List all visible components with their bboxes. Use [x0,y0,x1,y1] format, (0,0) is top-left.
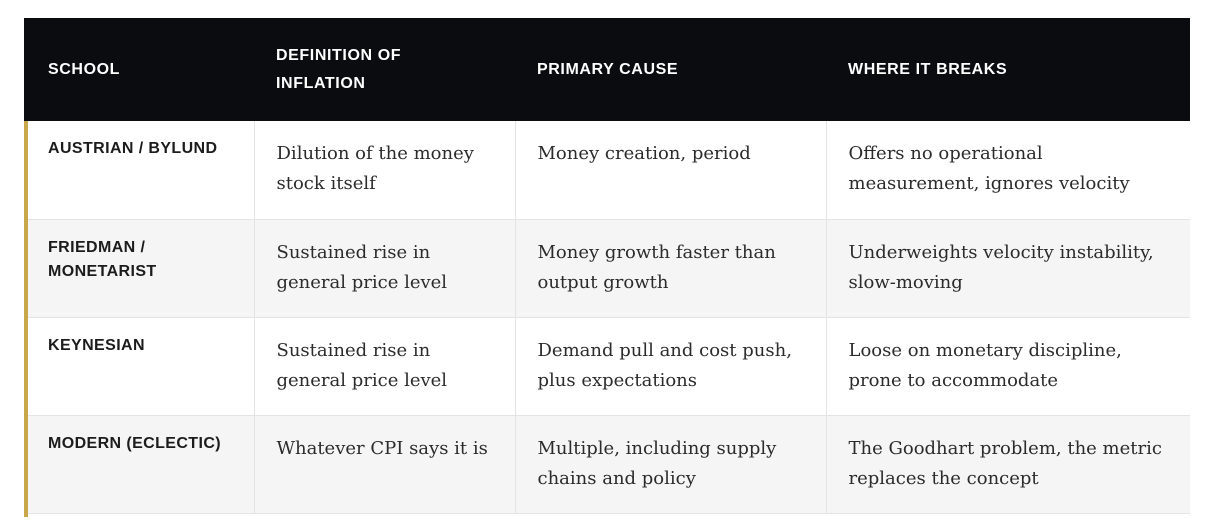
header-school: SCHOOL [48,60,121,78]
comparison-table-container: SCHOOL DEFINITION OF INFLATION PRIMARY C… [24,18,1190,517]
table-row: KEYNESIAN Sustained rise in general pric… [24,317,1190,416]
school-cell: AUSTRIAN / BYLUND [24,121,255,220]
accent-bar [24,121,28,517]
cause-cell: Money growth faster than output growth [515,219,827,318]
inflation-schools-table: SCHOOL DEFINITION OF INFLATION PRIMARY C… [24,18,1190,514]
cause-cell: Multiple, including supply chains and po… [515,415,827,514]
definition-cell: Sustained rise in general price level [254,219,516,318]
header-primary-cause: PRIMARY CAUSE [537,60,679,78]
table-row: MODERN (ECLECTIC) Whatever CPI says it i… [24,415,1190,514]
table-row: FRIEDMAN / MONETARIST Sustained rise in … [24,219,1190,318]
table-header-row: SCHOOL DEFINITION OF INFLATION PRIMARY C… [24,18,1190,121]
breaks-cell: Underweights velocity instability, slow-… [826,219,1190,318]
school-cell: FRIEDMAN / MONETARIST [24,219,255,318]
school-cell: KEYNESIAN [24,317,255,416]
definition-cell: Sustained rise in general price level [254,317,516,416]
breaks-cell: Offers no operational measurement, ignor… [826,121,1190,220]
breaks-cell: The Goodhart problem, the metric replace… [826,415,1190,514]
definition-cell: Dilution of the money stock itself [254,121,516,220]
school-cell: MODERN (ECLECTIC) [24,415,255,514]
definition-cell: Whatever CPI says it is [254,415,516,514]
cause-cell: Money creation, period [515,121,827,220]
header-definition: DEFINITION OF INFLATION [276,46,402,92]
cause-cell: Demand pull and cost push, plus expectat… [515,317,827,416]
header-where-it-breaks: WHERE IT BREAKS [848,60,1008,78]
breaks-cell: Loose on monetary discipline, prone to a… [826,317,1190,416]
table-row: AUSTRIAN / BYLUND Dilution of the money … [24,121,1190,220]
